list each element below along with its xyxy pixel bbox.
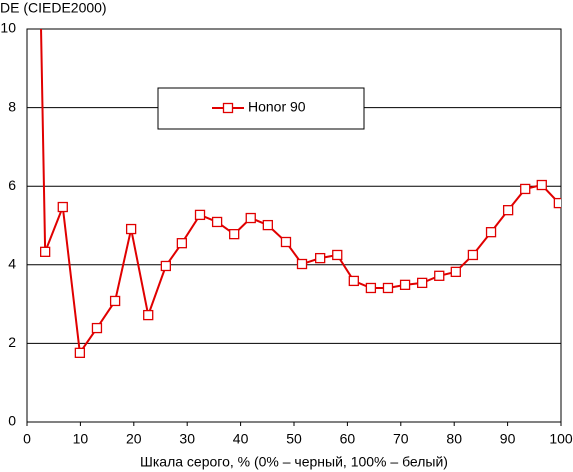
data-point xyxy=(502,205,514,216)
data-point xyxy=(36,17,45,26)
x-tick-label: 40 xyxy=(233,431,249,447)
data-point xyxy=(229,228,240,240)
data-point xyxy=(109,295,121,307)
data-point xyxy=(553,197,561,209)
legend-marker xyxy=(222,102,234,114)
data-point xyxy=(450,266,461,278)
data-point xyxy=(399,279,411,290)
x-tick-label: 70 xyxy=(393,431,409,447)
data-point xyxy=(485,227,497,238)
data-point xyxy=(417,277,428,289)
y-tick-label: 4 xyxy=(8,256,16,272)
data-point xyxy=(74,347,86,358)
y-axis-label: DE (CIEDE2000) xyxy=(0,0,107,16)
y-tick-label: 0 xyxy=(8,413,16,429)
y-tick-label: 2 xyxy=(8,334,16,350)
legend-label: Honor 90 xyxy=(248,99,306,115)
data-point xyxy=(382,282,394,294)
data-point xyxy=(332,249,343,261)
x-tick-label: 80 xyxy=(446,431,462,447)
data-point xyxy=(245,212,256,224)
y-tick-label: 6 xyxy=(8,177,16,193)
x-tick-label: 10 xyxy=(73,431,89,447)
data-point xyxy=(280,236,292,248)
data-point xyxy=(434,270,445,281)
data-point xyxy=(160,260,171,272)
data-point xyxy=(91,322,103,334)
data-point xyxy=(520,183,531,195)
x-tick-label: 60 xyxy=(340,431,356,447)
data-point xyxy=(194,209,206,221)
x-tick-label: 0 xyxy=(23,431,31,447)
y-tick-label: 10 xyxy=(0,20,16,36)
y-tick-label: 8 xyxy=(8,98,16,114)
data-point xyxy=(262,219,273,231)
data-point xyxy=(536,179,547,191)
data-point xyxy=(176,238,188,249)
legend-box xyxy=(157,87,365,130)
data-point xyxy=(467,249,479,261)
data-point xyxy=(211,216,223,228)
data-point xyxy=(315,252,326,264)
data-point xyxy=(57,201,68,213)
x-tick-label: 100 xyxy=(549,431,573,447)
x-tick-label: 50 xyxy=(286,431,302,447)
x-tick-label: 90 xyxy=(500,431,516,447)
x-tick-label: 20 xyxy=(126,431,142,447)
data-point xyxy=(125,223,137,235)
data-point xyxy=(296,258,308,270)
x-tick-label: 30 xyxy=(179,431,195,447)
data-point xyxy=(143,309,154,321)
data-point xyxy=(348,275,359,287)
data-point xyxy=(365,282,377,294)
plot-clip-group xyxy=(36,17,561,358)
x-axis-label: Шкала серого, % (0% – черный, 100% – бел… xyxy=(140,454,448,470)
data-point xyxy=(40,246,51,257)
